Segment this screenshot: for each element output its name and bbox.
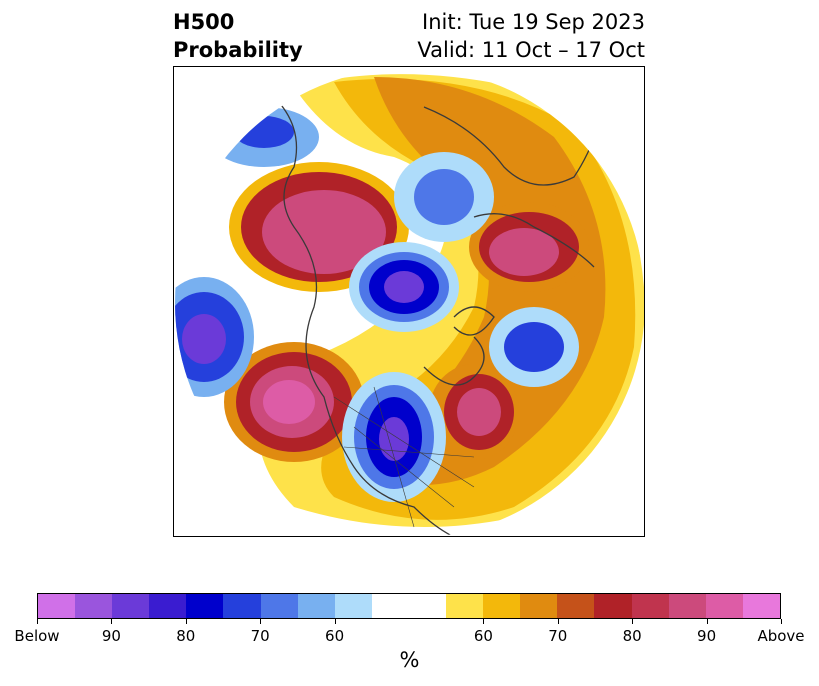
colorbar-tick-mark xyxy=(334,619,336,624)
colorbar-segment xyxy=(557,594,595,618)
colorbar-segment xyxy=(149,594,187,618)
colorbar-tick-label: 80 xyxy=(176,627,196,645)
colorbar-tick-mark xyxy=(260,619,262,624)
colorbar-segment xyxy=(446,594,484,618)
colorbar-tick-mark xyxy=(632,619,634,624)
colorbar-segment xyxy=(705,594,743,618)
colorbar-tick-mark xyxy=(37,619,38,624)
colorbar-segment xyxy=(520,594,558,618)
chart-title: H500 Probability xyxy=(173,8,303,64)
colorbar-segment xyxy=(75,594,113,618)
colorbar-segment xyxy=(112,594,150,618)
colorbar-tick-mark xyxy=(111,619,113,624)
product-label: Probability xyxy=(173,38,303,62)
colorbar-segment xyxy=(631,594,669,618)
date-info: Init: Tue 19 Sep 2023 Valid: 11 Oct – 17… xyxy=(417,8,645,64)
borders xyxy=(333,386,475,528)
colorbar-tick-label: 80 xyxy=(622,627,642,645)
colorbar-tick-mark xyxy=(185,619,187,624)
colorbar-tick-label: 90 xyxy=(697,627,717,645)
map-svg xyxy=(175,68,644,536)
colorbar-tick-mark xyxy=(557,619,559,624)
colorbar-tick-mark xyxy=(706,619,708,624)
colorbar-tick-label: Above xyxy=(757,627,805,645)
colorbar-ticks: Below 90 80 70 60 60 70 80 90 Above xyxy=(14,619,805,649)
colorbar-tick-mark xyxy=(483,619,485,624)
valid-range: Valid: 11 Oct – 17 Oct xyxy=(417,38,645,62)
init-date: Init: Tue 19 Sep 2023 xyxy=(422,10,645,34)
colorbar-segment xyxy=(371,594,447,618)
colorbar-tick-label: 70 xyxy=(548,627,568,645)
colorbar-segment xyxy=(334,594,372,618)
colorbar-tick-label: 70 xyxy=(250,627,270,645)
colorbar-segment xyxy=(38,594,76,618)
colorbar-segment xyxy=(483,594,521,618)
probability-map xyxy=(173,66,645,537)
colorbar-tick-label: Below xyxy=(14,627,60,645)
colorbar-segment xyxy=(742,594,780,618)
colorbar-unit: % xyxy=(399,648,420,672)
colorbar-segment xyxy=(186,594,224,618)
colorbar-segment xyxy=(668,594,706,618)
variable-label: H500 xyxy=(173,10,235,34)
colorbar-tick-label: 60 xyxy=(325,627,345,645)
colorbar-segment xyxy=(594,594,632,618)
colorbar-tick-mark xyxy=(781,619,782,624)
colorbar xyxy=(37,593,781,619)
colorbar-tick-label: 60 xyxy=(473,627,493,645)
colorbar-segment xyxy=(297,594,335,618)
colorbar-segment xyxy=(260,594,298,618)
colorbar-segment xyxy=(223,594,261,618)
colorbar-tick-label: 90 xyxy=(101,627,121,645)
